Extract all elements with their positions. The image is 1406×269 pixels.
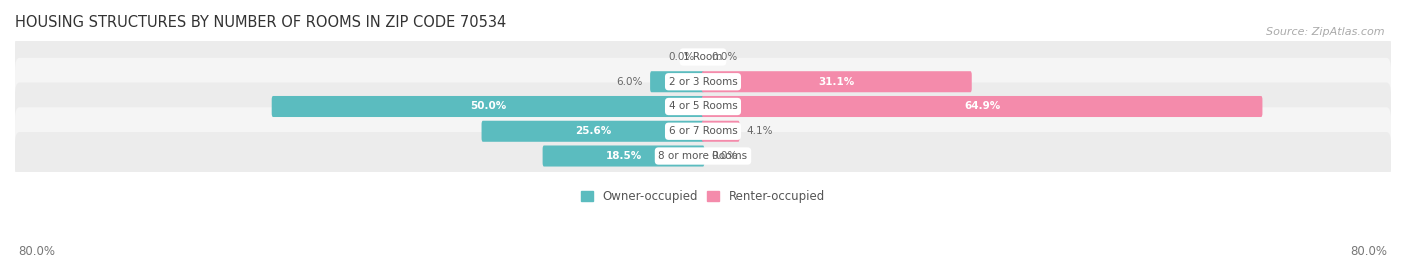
Text: 80.0%: 80.0% (18, 245, 55, 258)
FancyBboxPatch shape (15, 33, 1391, 81)
FancyBboxPatch shape (271, 96, 704, 117)
FancyBboxPatch shape (543, 146, 704, 167)
Text: 6 or 7 Rooms: 6 or 7 Rooms (669, 126, 737, 136)
FancyBboxPatch shape (15, 132, 1391, 180)
Text: 4 or 5 Rooms: 4 or 5 Rooms (669, 101, 737, 111)
Text: 80.0%: 80.0% (1351, 245, 1388, 258)
FancyBboxPatch shape (702, 121, 740, 142)
FancyBboxPatch shape (15, 83, 1391, 130)
Text: Source: ZipAtlas.com: Source: ZipAtlas.com (1267, 27, 1385, 37)
Text: 18.5%: 18.5% (606, 151, 641, 161)
Text: 2 or 3 Rooms: 2 or 3 Rooms (669, 77, 737, 87)
Text: HOUSING STRUCTURES BY NUMBER OF ROOMS IN ZIP CODE 70534: HOUSING STRUCTURES BY NUMBER OF ROOMS IN… (15, 15, 506, 30)
FancyBboxPatch shape (481, 121, 704, 142)
FancyBboxPatch shape (15, 58, 1391, 106)
Text: 0.0%: 0.0% (668, 52, 695, 62)
Legend: Owner-occupied, Renter-occupied: Owner-occupied, Renter-occupied (576, 186, 830, 208)
Text: 0.0%: 0.0% (711, 151, 738, 161)
Text: 50.0%: 50.0% (470, 101, 506, 111)
Text: 1 Room: 1 Room (683, 52, 723, 62)
Text: 31.1%: 31.1% (818, 77, 855, 87)
Text: 4.1%: 4.1% (747, 126, 773, 136)
Text: 25.6%: 25.6% (575, 126, 612, 136)
Text: 6.0%: 6.0% (616, 77, 643, 87)
Text: 8 or more Rooms: 8 or more Rooms (658, 151, 748, 161)
FancyBboxPatch shape (702, 71, 972, 92)
FancyBboxPatch shape (650, 71, 704, 92)
Text: 64.9%: 64.9% (965, 101, 1000, 111)
FancyBboxPatch shape (702, 96, 1263, 117)
Text: 0.0%: 0.0% (711, 52, 738, 62)
FancyBboxPatch shape (15, 107, 1391, 155)
